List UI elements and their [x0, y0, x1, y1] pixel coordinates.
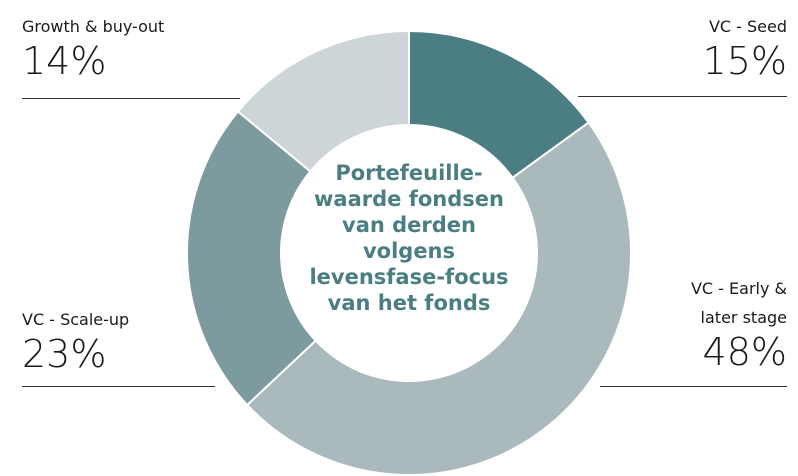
slice-value: 23% [22, 332, 107, 376]
leader-line [600, 386, 787, 387]
slice-label: Growth & buy-out 14% [22, 12, 242, 81]
slice-name: VC - Seed [708, 17, 787, 36]
slice [245, 121, 632, 476]
slice-value: 48% [702, 330, 787, 374]
slice [236, 29, 410, 173]
slice-value: 15% [702, 39, 787, 83]
slice-value: 14% [22, 39, 107, 83]
chart-title: Portefeuille-waarde fondsen van derden v… [309, 161, 509, 315]
leader-line [22, 386, 215, 387]
slice-name: Growth & buy-out [22, 17, 165, 36]
slice-label: VC - Early & later stage 48% [657, 274, 787, 372]
leader-line [22, 98, 240, 99]
slice [186, 110, 318, 407]
slice-name: VC - Scale-up [22, 310, 130, 329]
slice-label: VC - Seed 15% [587, 12, 787, 81]
leader-line [578, 96, 787, 97]
slice-name: VC - Early & later stage [690, 279, 787, 327]
slice-label: VC - Scale-up 23% [22, 305, 222, 374]
